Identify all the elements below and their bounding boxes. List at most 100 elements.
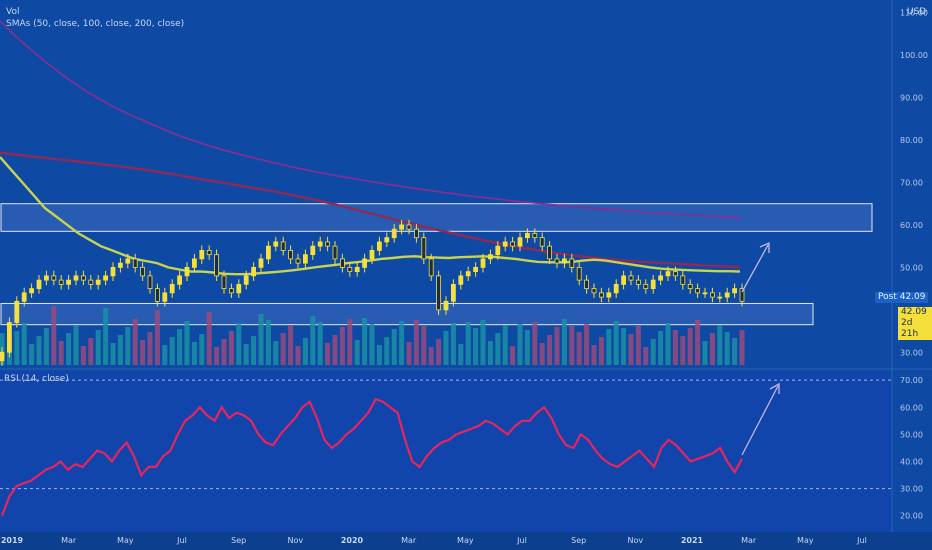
volume-bar <box>384 337 390 365</box>
volume-bar <box>458 344 464 365</box>
zone-box <box>0 302 814 326</box>
volume-bar <box>154 310 160 365</box>
sma-legend-label: SMAs (50, close, 100, close, 200, close) <box>6 19 185 29</box>
volume-bar <box>21 323 27 365</box>
rsi-line <box>0 397 743 517</box>
candle-body <box>591 288 597 294</box>
volume-bar <box>717 325 723 365</box>
candle-body <box>362 258 368 268</box>
price-tick-label: 110.00 <box>900 9 928 18</box>
candle-body <box>650 279 656 290</box>
volume-bar <box>687 328 693 365</box>
volume-bar <box>177 329 183 365</box>
volume-bar <box>613 321 619 365</box>
volume-bar <box>680 336 686 365</box>
price-tick-label: 80.00 <box>900 136 923 145</box>
volume-bar <box>199 334 205 365</box>
candle-body <box>177 275 183 285</box>
volume-bar <box>539 343 545 365</box>
candle-body <box>339 258 345 268</box>
volume-bar <box>236 323 242 365</box>
time-tick-label: 2021 <box>681 536 704 545</box>
volume-bar <box>43 328 49 365</box>
volume-bar <box>443 331 449 365</box>
price-tick-label: 30.00 <box>900 348 923 357</box>
volume-bar <box>569 326 575 365</box>
candle-body <box>413 228 419 239</box>
volume-bar <box>117 335 123 365</box>
countdown: 2d 21h <box>901 318 919 339</box>
candle-body <box>450 283 456 302</box>
volume-bar <box>554 327 560 365</box>
candle-body <box>265 245 271 260</box>
candle-body <box>325 241 331 247</box>
candle-body <box>169 283 175 294</box>
candle-body <box>584 279 589 290</box>
rsi-arrow-head <box>769 382 780 394</box>
candle-body <box>391 228 397 239</box>
candle-body <box>36 279 42 290</box>
volume-bar <box>436 339 442 365</box>
volume-bar <box>14 331 20 365</box>
candle-body <box>317 241 323 247</box>
candle-body <box>95 279 101 285</box>
currency-text: USD <box>907 7 927 17</box>
volume-bar <box>214 347 220 365</box>
candle-body <box>680 275 686 285</box>
rsi-arrow-line <box>741 385 779 456</box>
candle-body <box>199 250 205 260</box>
price-tick-label: 70.00 <box>900 179 923 188</box>
candle-body <box>7 322 12 353</box>
volume-bar <box>561 319 567 365</box>
candle-body <box>88 279 94 285</box>
volume-bar <box>310 316 316 365</box>
volume-bar <box>354 340 360 365</box>
price-tick-label: 50.00 <box>900 263 923 272</box>
candle-body <box>406 224 412 230</box>
volume-bar <box>576 332 582 365</box>
candle-body <box>436 275 442 311</box>
candle-body <box>295 258 301 264</box>
candle-body <box>547 245 552 260</box>
volume-bar <box>302 338 308 365</box>
candle-body <box>732 288 737 294</box>
volume-bar <box>421 326 427 365</box>
volume-bar <box>665 323 671 365</box>
candle-body <box>51 275 57 281</box>
candle-body <box>687 283 693 290</box>
sma50-line <box>0 156 741 276</box>
candle-body <box>569 258 575 268</box>
candle-body <box>58 279 64 285</box>
candle-body <box>14 300 20 323</box>
candle-body <box>606 292 612 298</box>
volume-legend-label: Vol <box>6 7 20 17</box>
sma100-line <box>0 151 741 269</box>
candle-body <box>354 266 360 273</box>
volume-bar <box>140 340 146 365</box>
candle-body <box>66 279 71 285</box>
candle-body <box>495 245 501 256</box>
rsi-tick-label: 40.00 <box>900 457 923 466</box>
volume-bar <box>221 339 227 365</box>
candle-body <box>525 233 530 239</box>
volume-legend: Vol <box>6 6 19 18</box>
time-tick-label: Mar <box>61 536 77 545</box>
volume-bar <box>650 339 656 365</box>
time-tick-label: Mar <box>401 536 417 545</box>
candle-body <box>221 275 227 290</box>
rsi-tick-label: 50.00 <box>900 430 923 439</box>
volume-bar <box>510 346 516 365</box>
candle-body <box>125 258 131 264</box>
candle-body <box>147 275 153 290</box>
time-tick-label: Nov <box>288 536 304 545</box>
volume-bar <box>332 335 338 365</box>
volume-bar <box>58 341 64 365</box>
candle-body <box>310 245 316 256</box>
volume-bar <box>517 324 523 365</box>
candle-body <box>110 266 116 277</box>
volume-bar <box>95 330 101 365</box>
volume-bar <box>487 341 493 365</box>
candle-body <box>347 266 353 273</box>
